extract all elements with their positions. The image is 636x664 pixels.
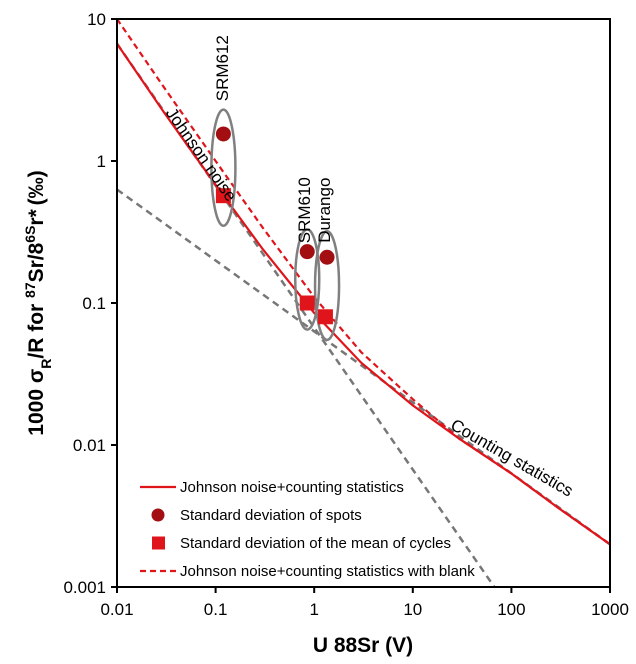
y-tick-label-5: 10 bbox=[87, 10, 106, 29]
series-line-4 bbox=[117, 19, 610, 546]
group-ellipses-layer bbox=[210, 108, 341, 342]
markers-layer bbox=[215, 126, 335, 325]
y-axis-title-part-5: 87 bbox=[22, 282, 38, 298]
y-axis-title-part-1: 1000 bbox=[25, 383, 48, 436]
spot-point-3 bbox=[319, 249, 335, 265]
x-tick-label-4: 10 bbox=[403, 600, 422, 619]
spot-point-2 bbox=[299, 244, 315, 260]
legend-label-1: Johnson noise+counting statistics bbox=[180, 479, 404, 496]
annotation-5: Counting statistics bbox=[447, 415, 576, 500]
annotation-1: SRM612 bbox=[213, 35, 232, 101]
y-axis-title-part-6: Sr/8 bbox=[25, 242, 48, 282]
x-tick-label-6: 1000 bbox=[591, 600, 629, 619]
y-tick-label-1: 0.001 bbox=[63, 578, 106, 597]
legend: Johnson noise+counting statistics Standar… bbox=[140, 479, 475, 580]
legend-label-3: Standard deviation of the mean of cycles bbox=[180, 535, 451, 552]
y-tick-label-3: 0.1 bbox=[82, 294, 106, 313]
cycle-point-3 bbox=[317, 309, 333, 325]
spot-point-1 bbox=[215, 126, 231, 142]
axes-layer: 0.01 0.1 1 10 100 1000 0.001 0.01 0.1 1 10 1000 σR/… bbox=[22, 10, 629, 619]
legend-label-2: Standard deviation of spots bbox=[180, 507, 362, 524]
annotation-4: Johnson noise bbox=[162, 104, 240, 205]
x-tick-label-1: 0.01 bbox=[100, 600, 133, 619]
annotation-3: Durango bbox=[315, 178, 334, 243]
y-axis-title-part-4: /R for bbox=[25, 298, 48, 359]
y-tick-label-2: 0.01 bbox=[73, 436, 106, 455]
x-tick-label-5: 100 bbox=[497, 600, 525, 619]
y-axis-title-part-10: (‰) bbox=[25, 170, 48, 205]
y-axis-title-part-8: r* bbox=[25, 208, 48, 225]
legend-label-4: Johnson noise+counting statistics with b… bbox=[180, 563, 475, 580]
legend-circle-2 bbox=[151, 508, 165, 522]
legend-square-3 bbox=[152, 536, 165, 550]
y-axis-title-part-2: σ bbox=[25, 369, 48, 383]
cycle-point-1 bbox=[215, 188, 231, 204]
x-tick-label-2: 0.1 bbox=[204, 600, 228, 619]
annotation-2: SRM610 bbox=[295, 177, 314, 243]
group-ellipse-2 bbox=[293, 228, 321, 331]
y-tick-label-4: 1 bbox=[97, 152, 106, 171]
y-axis-title: 1000 σR/R for 87Sr/86Sr* (‰) bbox=[22, 170, 54, 435]
plot-frame bbox=[116, 18, 611, 588]
group-ellipse-3 bbox=[313, 230, 341, 342]
x-axis-title: U 88Sr (V) bbox=[313, 634, 413, 657]
x-tick-label-3: 1 bbox=[309, 600, 318, 619]
series-layer bbox=[117, 19, 610, 546]
y-axis-title-part-7: 6S bbox=[22, 226, 38, 243]
cycle-point-2 bbox=[299, 295, 315, 311]
group-ellipse-1 bbox=[210, 108, 237, 227]
series-line-1 bbox=[117, 43, 610, 546]
y-axis-title-part-3: R bbox=[38, 359, 54, 369]
